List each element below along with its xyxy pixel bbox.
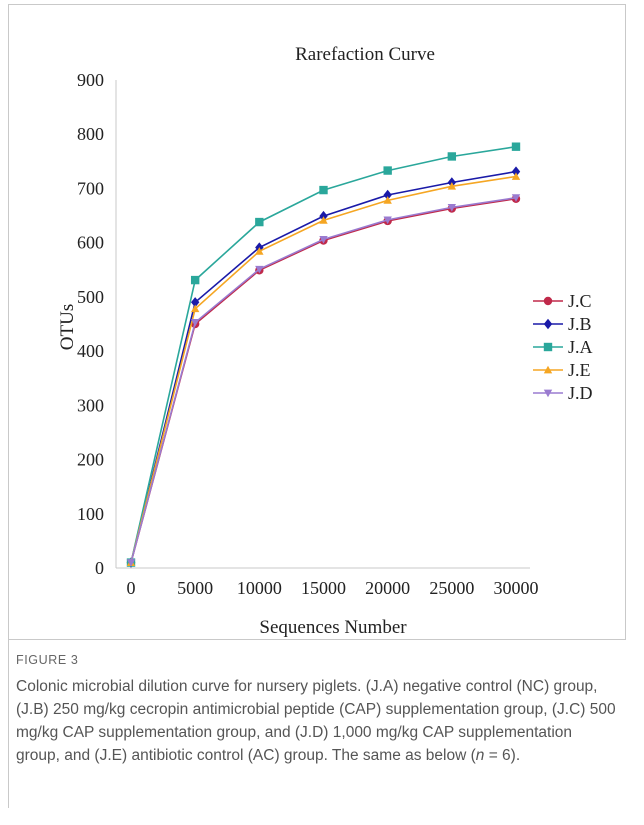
series-line: [130, 197, 517, 563]
y-tick-label: 900: [77, 70, 104, 90]
diamond-marker: [383, 189, 392, 201]
y-tick-label: 0: [95, 558, 104, 578]
y-tick-label: 100: [77, 504, 104, 524]
square-marker: [447, 152, 457, 161]
triangle-marker: [447, 182, 457, 190]
triangle-down-marker: [447, 204, 457, 212]
legend: J.C J.B J.A J.E J.D: [533, 291, 593, 403]
y-tick-label: 700: [77, 178, 104, 198]
triangle-marker: [383, 196, 392, 204]
legend-label: J.E: [568, 360, 591, 380]
square-marker: [319, 185, 328, 195]
legend-label: J.A: [568, 337, 593, 357]
figure-label: FIGURE 3: [16, 653, 79, 667]
series-j-b: [126, 166, 521, 568]
caption-n: n: [475, 747, 485, 764]
x-tick-label: 15000: [301, 578, 346, 598]
y-axis-label: OTUs: [57, 304, 78, 350]
square-marker: [190, 275, 200, 285]
caption-rule: [8, 640, 9, 808]
triangle-marker: [511, 172, 521, 180]
x-tick-label: 30000: [494, 578, 539, 598]
square-marker: [255, 217, 264, 227]
diamond-marker: [190, 297, 200, 308]
x-tick-label: 0: [127, 578, 136, 598]
x-tick-label: 5000: [177, 578, 213, 598]
series-j-c: [126, 194, 521, 567]
triangle-down-marker: [190, 319, 200, 327]
legend-item: J.E: [533, 360, 591, 380]
x-tick-labels: 0 5000 10000 15000 20000 25000 30000: [127, 578, 539, 598]
diamond-marker: [543, 318, 553, 330]
rarefaction-chart: Rarefaction Curve 0 100 200 300 400 500 600 700…: [57, 44, 593, 638]
chart-title: Rarefaction Curve: [295, 44, 435, 65]
y-tick-label: 800: [77, 124, 104, 144]
series-line: [130, 196, 517, 563]
series-line: [130, 170, 517, 563]
legend-item: J.D: [533, 383, 593, 403]
y-tick-label: 200: [77, 450, 104, 470]
series-layer: [126, 142, 521, 568]
triangle-down-marker: [383, 216, 392, 225]
y-tick-label: 400: [77, 341, 104, 361]
triangle-marker: [319, 216, 328, 224]
square-marker: [383, 166, 392, 175]
triangle-down-marker: [319, 236, 328, 244]
triangle-down-marker: [511, 194, 521, 202]
diamond-marker: [511, 166, 521, 177]
diamond-marker: [319, 210, 328, 222]
x-tick-label: 20000: [365, 578, 410, 598]
caption-text: Colonic microbial dilution curve for nur…: [16, 678, 616, 764]
circle-marker: [543, 296, 553, 306]
legend-label: J.B: [568, 314, 592, 334]
x-axis-label: Sequences Number: [259, 617, 407, 638]
triangle-marker: [255, 247, 264, 255]
triangle-marker: [543, 365, 553, 374]
y-tick-label: 600: [77, 233, 104, 253]
figure-caption: Colonic microbial dilution curve for nur…: [16, 675, 616, 767]
y-tick-label: 300: [77, 395, 104, 415]
square-marker: [511, 142, 521, 151]
figure-frame: [8, 4, 626, 640]
x-tick-label: 10000: [237, 578, 282, 598]
series-j-e: [126, 172, 521, 566]
triangle-down-marker: [543, 389, 553, 398]
series-j-d: [126, 194, 521, 567]
triangle-marker: [190, 304, 200, 313]
series-line: [130, 175, 517, 563]
square-marker: [543, 342, 553, 352]
triangle-down-marker: [255, 265, 264, 274]
caption-end: = 6).: [484, 747, 521, 764]
legend-item: J.C: [533, 291, 592, 311]
series-line: [130, 145, 517, 563]
x-tick-label: 25000: [429, 578, 474, 598]
legend-item: J.A: [533, 337, 593, 357]
triangle-down-marker: [126, 559, 136, 567]
legend-item: J.B: [533, 314, 592, 334]
y-tick-labels: 0 100 200 300 400 500 600 700 800 900: [77, 70, 104, 578]
legend-label: J.C: [568, 291, 592, 311]
y-tick-label: 500: [77, 287, 104, 307]
legend-label: J.D: [568, 383, 593, 403]
